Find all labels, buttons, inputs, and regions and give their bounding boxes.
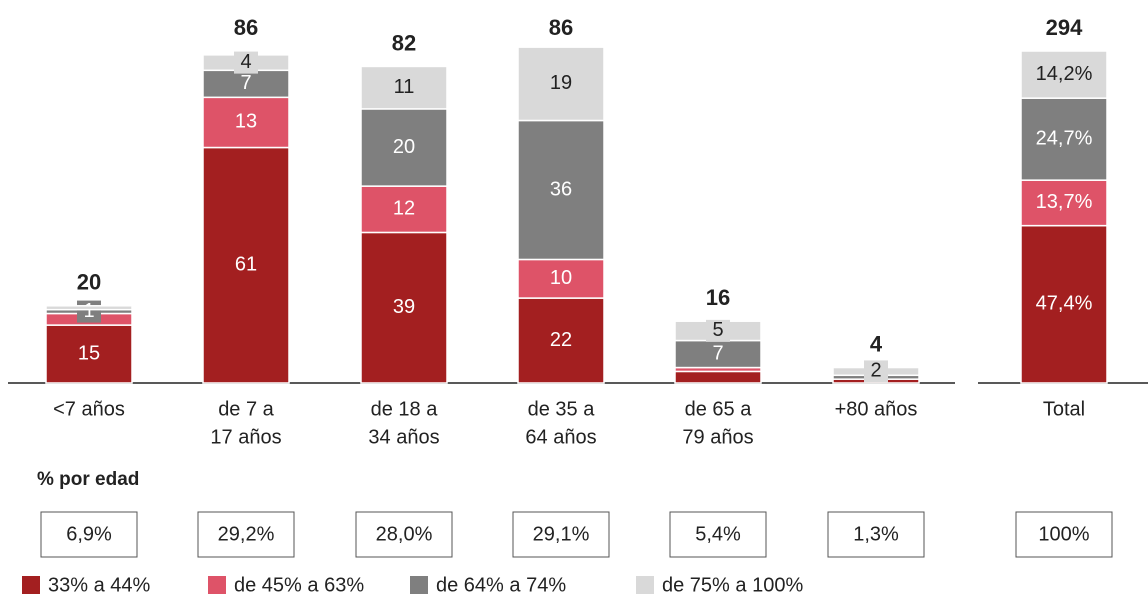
share-box: [197, 511, 295, 558]
data-label: 7: [240, 72, 251, 94]
label-box: [234, 51, 258, 74]
bar-segment: [360, 231, 448, 384]
data-label: 4: [240, 51, 251, 73]
bar-segment: [202, 96, 290, 149]
share-label: 29,1%: [533, 523, 590, 545]
legend-label: 33% a 44%: [48, 574, 151, 596]
x-tick-label: de 18 a: [371, 398, 439, 420]
bar-segment: [674, 339, 762, 369]
data-label: 12: [393, 198, 415, 220]
data-label: 20: [393, 136, 415, 158]
data-label: 15: [78, 342, 100, 364]
x-tick-label: 64 años: [525, 426, 596, 448]
share-box: [512, 511, 610, 558]
bar-segment: [360, 108, 448, 187]
data-label: 13: [235, 111, 257, 133]
total-label: 82: [392, 30, 416, 55]
x-tick-label: de 35 a: [528, 398, 596, 420]
shares-title: % por edad: [37, 469, 139, 490]
data-label: 39: [393, 296, 415, 318]
bar-segment: [517, 46, 605, 122]
data-label: 5: [712, 319, 723, 341]
share-label: 29,2%: [218, 523, 275, 545]
data-label: 2: [870, 360, 881, 382]
legend-swatch: [208, 576, 226, 594]
data-label: 10: [550, 267, 572, 289]
total-label: 86: [234, 15, 258, 40]
total-label: 16: [706, 285, 730, 310]
bar-segment: [360, 65, 448, 110]
share-box: [355, 511, 453, 558]
bar-segment: [202, 69, 290, 99]
x-tick-label: +80 años: [835, 398, 918, 420]
data-label: 22: [550, 329, 572, 351]
data-label: 11: [394, 76, 415, 98]
bar-segment: [45, 305, 133, 311]
data-label: 19: [550, 72, 572, 94]
data-label: 7: [712, 342, 723, 364]
bar-segment: [1020, 50, 1108, 99]
x-tick-label: de 7 a: [218, 398, 274, 420]
x-tick-label: 17 años: [210, 426, 281, 448]
x-tick-label: de 65 a: [685, 398, 753, 420]
data-label: 47,4%: [1036, 293, 1093, 315]
legend-label: de 75% a 100%: [662, 574, 803, 596]
legend-label: de 64% a 74%: [436, 574, 566, 596]
data-label: 24,7%: [1036, 127, 1093, 149]
share-label: 1,3%: [853, 523, 899, 545]
bar-segment: [202, 146, 290, 384]
data-label: 1: [83, 300, 94, 322]
x-tick-label: 79 años: [682, 426, 753, 448]
bar-segment: [1020, 224, 1108, 384]
legend-swatch: [410, 576, 428, 594]
total-label: 4: [870, 331, 883, 356]
share-label: 5,4%: [695, 523, 741, 545]
bar-segment: [674, 370, 762, 384]
bar-segment: [1020, 179, 1108, 227]
data-label: 36: [550, 178, 572, 200]
legend-swatch: [636, 576, 654, 594]
x-tick-label: 34 años: [368, 426, 439, 448]
x-tick-label: Total: [1043, 398, 1085, 420]
legend-swatch: [22, 576, 40, 594]
share-label: 100%: [1038, 523, 1089, 545]
total-label: 86: [549, 15, 573, 40]
share-box: [669, 511, 767, 558]
label-box: [864, 360, 888, 383]
bar-segment: [517, 119, 605, 261]
share-box: [827, 511, 925, 558]
data-label: 14,2%: [1036, 63, 1093, 85]
total-label: 20: [77, 270, 101, 295]
share-box: [40, 511, 138, 558]
data-label: 13,7%: [1036, 191, 1093, 213]
bar-segment: [517, 297, 605, 384]
x-tick-label: <7 años: [53, 398, 125, 420]
legend-label: de 45% a 63%: [234, 574, 364, 596]
bar-segment: [517, 258, 605, 299]
total-label: 294: [1046, 15, 1083, 40]
share-box: [1015, 511, 1113, 558]
share-label: 6,9%: [66, 523, 112, 545]
bar-segment: [45, 324, 133, 384]
data-label: 61: [235, 254, 257, 276]
share-label: 28,0%: [376, 523, 433, 545]
label-box: [706, 319, 730, 342]
